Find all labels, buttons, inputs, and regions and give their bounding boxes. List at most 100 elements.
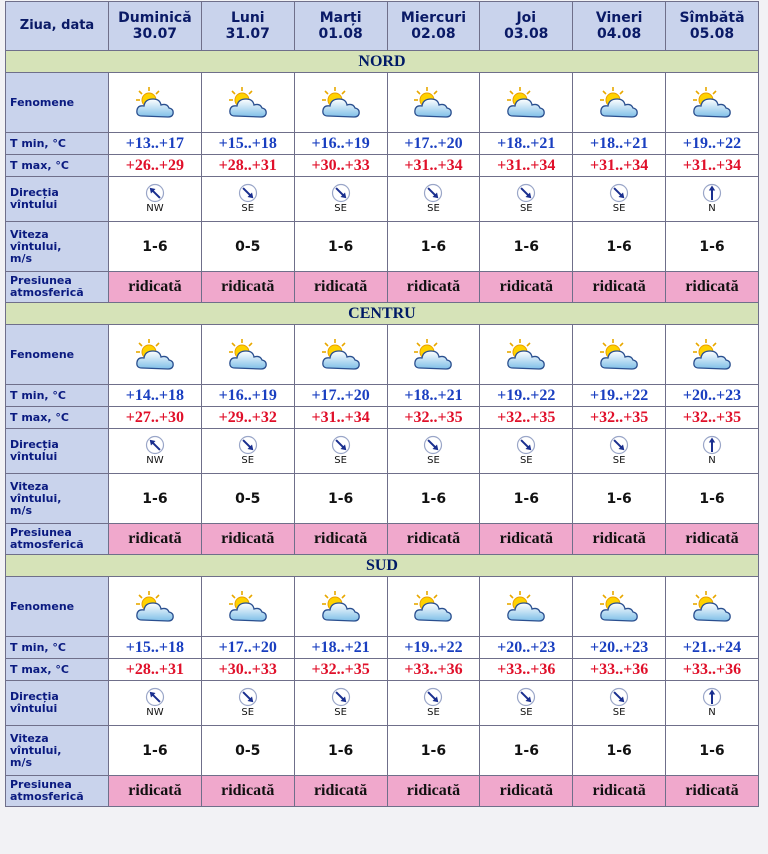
region-row: SUD xyxy=(5,554,759,577)
wind-direction-text: N xyxy=(708,203,716,214)
wind-direction-icon xyxy=(145,687,165,707)
pressure-row: Presiunea atmosferică ridicată ridicată ridi… xyxy=(5,271,759,303)
tmax-label: T max, °C xyxy=(5,154,109,177)
wind-direction-row: Direcția vîntului NW SE SE SE SE SE N xyxy=(5,176,759,222)
pressure-value: ridicată xyxy=(293,775,388,807)
wind-direction: SE xyxy=(202,435,294,467)
wind-direction-icon xyxy=(238,687,257,707)
wind-direction-cell: SE xyxy=(200,176,295,222)
wind-direction: SE xyxy=(388,687,480,719)
wind-speed-row: Viteza vîntului, m/s 1-6 0-5 1-6 1-6 1-6 1-6 1-6 xyxy=(5,725,759,776)
pressure-value: ridicată xyxy=(572,271,667,303)
tmin-row: T min, °C +14..+18 +16..+19 +17..+20 +18..+2… xyxy=(5,384,759,407)
wind-speed-label-text: Viteza xyxy=(10,227,49,241)
phenomena-cell xyxy=(665,324,759,385)
day-name: Miercuri xyxy=(400,10,466,26)
wind-direction-cell: SE xyxy=(200,680,295,726)
tmin-label-text: T min, °C xyxy=(10,640,66,654)
pressure-value: ridicată xyxy=(572,523,667,555)
wind-speed-label: Viteza vîntului, m/s xyxy=(5,473,109,524)
day-name: Marți xyxy=(319,10,362,26)
wind-speed-value: 1-6 xyxy=(479,221,574,272)
tmin-value: +17..+20 xyxy=(200,636,295,659)
day-date: 30.07 xyxy=(132,26,178,42)
phenomena-row: Fenomene xyxy=(5,324,759,385)
tmax-value: +31..+34 xyxy=(572,154,667,177)
wind-speed-value: 1-6 xyxy=(386,725,481,776)
wind-direction-cell: SE xyxy=(293,428,388,474)
forecast-body: NORD Fenomene T min, °C +13..+17 +15..+18 +16… xyxy=(5,50,759,807)
wind-speed-value: 1-6 xyxy=(293,221,388,272)
partly-cloudy-icon xyxy=(692,590,731,622)
wind-direction-text: SE xyxy=(427,455,440,466)
tmin-value: +17..+20 xyxy=(293,384,388,407)
phenomena-cell xyxy=(386,324,481,385)
phenomena-row: Fenomene xyxy=(5,576,759,637)
phenomena-cell xyxy=(479,576,574,637)
pressure-value: ridicată xyxy=(479,271,574,303)
wind-direction: NW xyxy=(109,183,201,215)
day-header: Luni 31.07 xyxy=(200,1,295,51)
wind-speed-value: 1-6 xyxy=(108,725,202,776)
wind-direction-text: SE xyxy=(334,455,347,466)
day-header: Vineri 04.08 xyxy=(572,1,667,51)
wind-speed-row: Viteza vîntului, m/s 1-6 0-5 1-6 1-6 1-6 1-6 1-6 xyxy=(5,221,759,272)
wind-speed-value: 1-6 xyxy=(479,725,574,776)
pressure-value: ridicată xyxy=(665,523,759,555)
wind-speed-label-text: m/s xyxy=(10,251,33,265)
tmax-value: +30..+33 xyxy=(293,154,388,177)
phenomena-label: Fenomene xyxy=(5,72,109,133)
phenomena-cell xyxy=(665,72,759,133)
wind-direction-cell: SE xyxy=(386,428,481,474)
phenomena-cell xyxy=(200,576,295,637)
tmax-value: +32..+35 xyxy=(572,406,667,429)
tmin-value: +14..+18 xyxy=(108,384,202,407)
tmax-value: +32..+35 xyxy=(293,658,388,681)
day-header: Miercuri 02.08 xyxy=(386,1,481,51)
tmin-value: +17..+20 xyxy=(386,132,481,155)
wind-direction-icon xyxy=(517,183,536,203)
tmax-value: +31..+34 xyxy=(665,154,759,177)
partly-cloudy-icon xyxy=(414,86,453,118)
day-header: Sîmbătă 05.08 xyxy=(665,1,759,51)
wind-direction-icon xyxy=(424,687,443,707)
wind-direction: N xyxy=(666,687,758,719)
wind-direction-cell: SE xyxy=(200,428,295,474)
wind-direction-cell: NW xyxy=(108,428,202,474)
pressure-value: ridicată xyxy=(108,523,202,555)
tmin-value: +20..+23 xyxy=(665,384,759,407)
tmin-value: +19..+22 xyxy=(572,384,667,407)
phenomena-cell xyxy=(108,72,202,133)
tmax-label-text: T max, °C xyxy=(10,410,69,424)
phenomena-cell xyxy=(665,576,759,637)
wind-direction-text: SE xyxy=(519,707,533,718)
wind-speed-value: 1-6 xyxy=(665,725,759,776)
phenomena-cell xyxy=(200,324,295,385)
weather-forecast-table: Ziua, data Duminică 30.07 Luni 31.07 Marți 01… xyxy=(5,1,759,807)
wind-direction-label-text: Direcția xyxy=(10,690,59,703)
wind-direction-text: SE xyxy=(519,455,533,466)
day-header: Marți 01.08 xyxy=(293,1,388,51)
partly-cloudy-icon xyxy=(228,590,267,622)
wind-direction-text: SE xyxy=(612,203,626,214)
tmin-value: +20..+23 xyxy=(572,636,667,659)
wind-speed-value: 1-6 xyxy=(665,221,759,272)
wind-direction-icon xyxy=(702,435,722,455)
tmin-value: +18..+21 xyxy=(572,132,667,155)
day-name: Luni xyxy=(230,10,265,26)
wind-speed-label-text: Viteza xyxy=(10,479,49,493)
wind-direction: SE xyxy=(388,435,480,467)
wind-speed-value: 1-6 xyxy=(293,725,388,776)
wind-direction-text: N xyxy=(708,455,716,466)
phenomena-cell xyxy=(572,72,667,133)
wind-direction-cell: SE xyxy=(386,176,481,222)
wind-direction-icon xyxy=(702,687,722,707)
wind-direction: SE xyxy=(295,687,387,719)
pressure-row: Presiunea atmosferică ridicată ridicată ridi… xyxy=(5,775,759,807)
pressure-label: Presiunea atmosferică xyxy=(5,523,109,555)
phenomena-cell xyxy=(386,576,481,637)
wind-direction-icon xyxy=(145,183,165,203)
wind-direction-text: NW xyxy=(146,455,164,466)
tmax-value: +31..+34 xyxy=(479,154,574,177)
tmin-value: +18..+21 xyxy=(479,132,574,155)
